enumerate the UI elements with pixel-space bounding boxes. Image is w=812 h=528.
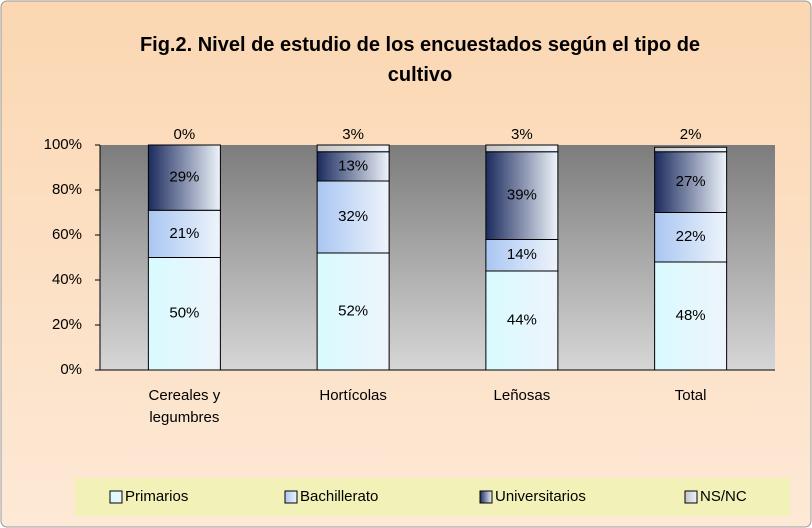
value-label: 14% [507,246,537,263]
value-label: 0% [174,126,196,143]
bar-segment [316,180,390,254]
legend-label: NS/NC [700,488,747,505]
x-tick-box: Cereales y legumbres [148,387,221,426]
bar-segment [147,209,221,258]
legend-swatch [284,490,298,504]
value-label: 48% [676,307,706,324]
legend-swatch [479,490,493,504]
value-label: 22% [676,228,706,245]
legend-swatch [109,490,123,504]
value-label: 32% [338,208,368,225]
x-tick-box: Hortícolas [319,387,387,404]
bar-segment [485,151,559,240]
bar-segment [654,261,728,371]
value-label: 44% [507,311,537,328]
value-label: 21% [169,225,199,242]
y-tick-label: 0% [60,361,82,378]
y-tick-label: 100% [44,136,82,153]
value-label: 39% [507,187,537,204]
value-label: 29% [169,169,199,186]
y-tick-label: 80% [52,181,82,198]
bar-segment [316,144,390,153]
legend-label: Bachillerato [300,488,378,505]
x-tick-box: Leñosas [493,387,551,404]
legend-swatch [684,490,698,504]
bar-segment [316,252,390,371]
legend-box [75,478,790,516]
value-label: 13% [338,157,368,174]
chart-title-box: Fig.2. Nivel de estudio de los encuestad… [139,34,701,86]
x-tick-label: Hortícolas [319,387,387,404]
legend-label: Primarios [125,488,188,505]
y-tick-label: 60% [52,226,82,243]
bar-segment [147,257,221,371]
chart-title: Fig.2. Nivel de estudio de los encuestad… [139,34,701,86]
legend-label: Universitarios [495,488,586,505]
value-label: 52% [338,302,368,319]
value-label: 50% [169,305,199,322]
value-label: 3% [511,126,533,143]
x-tick-label: Total [674,387,707,404]
y-tick-label: 40% [52,271,82,288]
bar-segment [654,146,728,153]
x-tick-label: Cereales y legumbres [148,387,221,426]
y-tick-label: 20% [52,316,82,333]
x-tick-box: Total [674,387,707,404]
x-tick-label: Leñosas [493,387,551,404]
bar-segment [485,144,559,153]
value-label: 3% [342,126,364,143]
bar-segment [654,151,728,213]
value-label: 2% [680,126,702,143]
bar-segment [316,151,390,182]
value-label: 27% [676,173,706,190]
bar-segment [147,144,221,211]
bar-segment [485,239,559,272]
